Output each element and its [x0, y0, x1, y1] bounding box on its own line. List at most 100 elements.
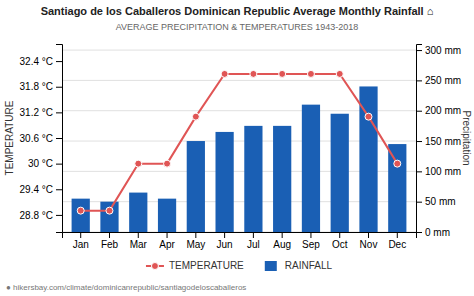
bar: [244, 126, 262, 232]
y2-axis: 0 mm 50 mm 100 mm 150 mm 200 mm 250 mm 300 mm: [416, 45, 461, 238]
tick-mark: [416, 202, 422, 203]
tick-label: 32.4 °C: [20, 56, 53, 67]
point: [106, 207, 113, 214]
bar: [273, 126, 291, 232]
tick-label: 31.8 °C: [20, 81, 53, 92]
tick-label: Jun: [217, 239, 233, 250]
point: [365, 113, 372, 120]
tick: Nov: [360, 232, 378, 250]
tick-mark: [253, 232, 254, 238]
legend-item: RAINFALL: [265, 260, 333, 271]
tick-mark: [224, 232, 225, 238]
tick-mark: [416, 232, 422, 233]
tick-label: May: [186, 239, 205, 250]
tick-mark: [416, 80, 422, 81]
tick-mark: [109, 232, 110, 238]
tick: Mar: [130, 232, 148, 250]
tick-label: 28.8 °C: [20, 210, 53, 221]
tick: Sep: [302, 232, 320, 250]
point: [307, 70, 314, 77]
tick-label: 200 mm: [425, 105, 461, 116]
tick-mark: [195, 232, 196, 238]
tick-label: 31.2 °C: [20, 107, 53, 118]
tick-label: Jul: [247, 239, 260, 250]
grid: [62, 50, 416, 232]
tick-label: Dec: [388, 239, 406, 250]
bar: [302, 105, 320, 232]
tick-label: 0 mm: [425, 227, 450, 238]
point: [135, 160, 142, 167]
tick-mark: [56, 189, 62, 190]
tick: Jul: [247, 232, 260, 250]
tick: 31.8 °C: [20, 81, 62, 92]
bar: [388, 144, 406, 232]
tick-label: 250 mm: [425, 75, 461, 86]
tick: May: [186, 232, 205, 250]
bar: [129, 193, 147, 232]
tick: Dec: [388, 232, 406, 250]
tick-mark: [56, 215, 62, 216]
footer: ● hikersbay.com/climate/dominicanrepubli…: [6, 283, 246, 292]
tick-mark: [416, 141, 422, 142]
tick-mark: [56, 87, 62, 88]
tick: Oct: [332, 232, 348, 250]
point: [336, 70, 343, 77]
tick: 29.4 °C: [20, 184, 62, 195]
tick: 200 mm: [416, 105, 461, 116]
tick: Jan: [73, 232, 89, 250]
tick-mark: [167, 232, 168, 238]
tick: 31.2 °C: [20, 107, 62, 118]
tick: 100 mm: [416, 166, 461, 177]
bar: [215, 132, 233, 232]
tick: Aug: [273, 232, 291, 250]
legend-swatch: [265, 261, 277, 271]
plot: JanFebMarAprMayJunJulAugSepOctNovDec28.8…: [20, 45, 462, 251]
tick-mark: [56, 138, 62, 139]
y-axis-title: TEMPERATURE: [4, 100, 15, 175]
marks: [72, 70, 407, 232]
tick: 50 mm: [416, 196, 456, 207]
tick: 28.8 °C: [20, 210, 62, 221]
tick: Jun: [217, 232, 233, 250]
bar-series: [72, 86, 407, 232]
tick-label: 50 mm: [425, 196, 456, 207]
point: [221, 70, 228, 77]
point: [192, 113, 199, 120]
tick-label: Nov: [360, 239, 378, 250]
legend-marker: [151, 263, 158, 270]
tick-label: 30 °C: [28, 158, 53, 169]
tick-mark: [56, 164, 62, 165]
title: Santiago de los Caballeros Dominican Rep…: [41, 5, 434, 17]
tick-mark: [416, 50, 422, 51]
tick-mark: [310, 232, 311, 238]
tick-label: 150 mm: [425, 136, 461, 147]
tick-label: Sep: [302, 239, 320, 250]
point: [279, 70, 286, 77]
legend-label: RAINFALL: [285, 260, 333, 271]
tick: 32.4 °C: [20, 56, 62, 67]
tick: 150 mm: [416, 136, 461, 147]
tick-label: Apr: [159, 239, 175, 250]
tick-label: Jan: [73, 239, 89, 250]
tick: 0 mm: [416, 227, 450, 238]
x-axis: JanFebMarAprMayJunJulAugSepOctNovDec: [63, 232, 417, 250]
tick-label: Oct: [332, 239, 348, 250]
bar: [72, 199, 90, 232]
tick-label: 300 mm: [425, 45, 461, 56]
tick: 30.6 °C: [20, 133, 62, 144]
tick-mark: [282, 232, 283, 238]
tick-mark: [138, 232, 139, 238]
bar: [100, 202, 118, 232]
tick-label: Aug: [273, 239, 291, 250]
bar: [158, 199, 176, 232]
chart: JanFebMarAprMayJunJulAugSepOctNovDec28.8…: [0, 0, 474, 296]
tick-mark: [416, 111, 422, 112]
bar: [187, 141, 205, 232]
grid-line: [62, 80, 416, 81]
axis-line: [417, 45, 423, 233]
tick-mark: [368, 232, 369, 238]
y2-axis-title: Precipitation: [461, 110, 472, 165]
point: [164, 160, 171, 167]
legend-item: TEMPERATURE: [146, 260, 244, 271]
legend: TEMPERATURE RAINFALL: [146, 260, 333, 271]
